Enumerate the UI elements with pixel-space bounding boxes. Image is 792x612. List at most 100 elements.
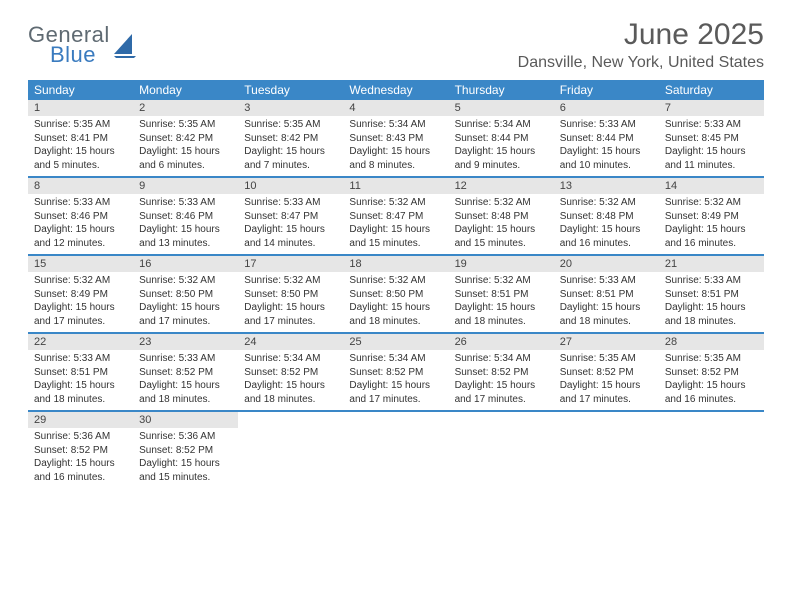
- date-number-cell: 18: [343, 256, 448, 272]
- sunrise-text: Sunrise: 5:32 AM: [139, 274, 232, 288]
- sunset-text: Sunset: 8:48 PM: [455, 210, 548, 224]
- week-block: 15161718192021Sunrise: 5:32 AMSunset: 8:…: [28, 256, 764, 334]
- date-number-cell: 7: [659, 100, 764, 116]
- daylight-text: Daylight: 15 hours and 7 minutes.: [244, 145, 337, 172]
- week-block: 22232425262728Sunrise: 5:33 AMSunset: 8:…: [28, 334, 764, 412]
- day-content-cell: Sunrise: 5:34 AMSunset: 8:52 PMDaylight:…: [449, 350, 554, 410]
- date-number-cell: [554, 412, 659, 428]
- content-row: Sunrise: 5:35 AM Sunset: 8:41 PM Daylight:…: [28, 116, 764, 176]
- weekday-header-cell: Friday: [554, 80, 659, 100]
- date-number-cell: 26: [449, 334, 554, 350]
- weekday-header-row: SundayMondayTuesdayWednesdayThursdayFrid…: [28, 80, 764, 100]
- sunrise-text: Sunrise: 5:34 AM: [455, 352, 548, 366]
- week-block: 2930Sunrise: 5:36 AMSunset: 8:52 PMDayli…: [28, 412, 764, 488]
- day-content-cell: Sunrise: 5:33 AMSunset: 8:52 PMDaylight:…: [133, 350, 238, 410]
- week-block: 1234567 Sunrise: 5:35 AM Sunset: 8:41 PM Da…: [28, 100, 764, 178]
- daylight-text: Daylight: 15 hours and 16 minutes.: [560, 223, 653, 250]
- daylight-text: Daylight: 15 hours and 6 minutes.: [139, 145, 232, 172]
- day-content-cell: [659, 428, 764, 488]
- date-number-cell: [343, 412, 448, 428]
- day-content-cell: Sunrise: 5:33 AMSunset: 8:47 PMDaylight:…: [238, 194, 343, 254]
- daylight-text: Daylight: 15 hours and 15 minutes.: [139, 457, 232, 484]
- sunset-text: Sunset: 8:52 PM: [455, 366, 548, 380]
- daylight-text: Daylight: 15 hours and 18 minutes.: [139, 379, 232, 406]
- sunset-text: Sunset: 8:43 PM: [349, 132, 442, 146]
- sunset-text: Sunset: 8:50 PM: [244, 288, 337, 302]
- date-number-cell: 6: [554, 100, 659, 116]
- date-number-cell: 3: [238, 100, 343, 116]
- daylight-text: Daylight: 15 hours and 18 minutes.: [665, 301, 758, 328]
- sunrise-text: Sunrise: 5:36 AM: [34, 430, 127, 444]
- sunset-text: Sunset: 8:52 PM: [139, 366, 232, 380]
- date-number-cell: 11: [343, 178, 448, 194]
- sunrise-text: Sunrise: 5:35 AM: [244, 118, 337, 132]
- sunrise-text: Sunrise: 5:32 AM: [349, 196, 442, 210]
- date-row: 1234567: [28, 100, 764, 116]
- week-block: 891011121314Sunrise: 5:33 AMSunset: 8:46…: [28, 178, 764, 256]
- sunrise-text: Sunrise: 5:34 AM: [349, 352, 442, 366]
- date-number-cell: 9: [133, 178, 238, 194]
- day-content-cell: Sunrise: 5:32 AMSunset: 8:49 PMDaylight:…: [659, 194, 764, 254]
- date-number-cell: 2: [133, 100, 238, 116]
- sunrise-text: Sunrise: 5:35 AM: [665, 352, 758, 366]
- date-number-cell: 27: [554, 334, 659, 350]
- day-content-cell: Sunrise: 5:35 AMSunset: 8:41 PMDaylight:…: [28, 116, 133, 176]
- content-row: Sunrise: 5:33 AMSunset: 8:46 PMDaylight:…: [28, 194, 764, 254]
- weekday-header-cell: Wednesday: [343, 80, 448, 100]
- sunrise-text: Sunrise: 5:34 AM: [349, 118, 442, 132]
- content-row: Sunrise: 5:36 AMSunset: 8:52 PMDaylight:…: [28, 428, 764, 488]
- date-row: 2930: [28, 412, 764, 428]
- day-content-cell: Sunrise: 5:32 AMSunset: 8:47 PMDaylight:…: [343, 194, 448, 254]
- daylight-text: Daylight: 15 hours and 17 minutes.: [139, 301, 232, 328]
- date-number-cell: [659, 412, 764, 428]
- day-content-cell: [238, 428, 343, 488]
- day-content-cell: Sunrise: 5:33 AMSunset: 8:45 PMDaylight:…: [659, 116, 764, 176]
- sunrise-text: Sunrise: 5:33 AM: [560, 118, 653, 132]
- sunset-text: Sunset: 8:50 PM: [349, 288, 442, 302]
- day-content-cell: Sunrise: 5:34 AMSunset: 8:52 PMDaylight:…: [343, 350, 448, 410]
- day-content-cell: [449, 428, 554, 488]
- date-number-cell: 14: [659, 178, 764, 194]
- sunset-text: Sunset: 8:46 PM: [139, 210, 232, 224]
- day-content-cell: Sunrise: 5:35 AMSunset: 8:52 PMDaylight:…: [659, 350, 764, 410]
- sunrise-text: Sunrise: 5:32 AM: [665, 196, 758, 210]
- date-number-cell: 16: [133, 256, 238, 272]
- date-number-cell: [449, 412, 554, 428]
- sunset-text: Sunset: 8:41 PM: [34, 132, 127, 146]
- daylight-text: Daylight: 15 hours and 11 minutes.: [665, 145, 758, 172]
- daylight-text: Daylight: 15 hours and 17 minutes.: [34, 301, 127, 328]
- date-number-cell: 4: [343, 100, 448, 116]
- sunset-text: Sunset: 8:51 PM: [665, 288, 758, 302]
- daylight-text: Daylight: 15 hours and 15 minutes.: [455, 223, 548, 250]
- content-row: Sunrise: 5:33 AMSunset: 8:51 PMDaylight:…: [28, 350, 764, 410]
- daylight-text: Daylight: 15 hours and 14 minutes.: [244, 223, 337, 250]
- date-number-cell: 13: [554, 178, 659, 194]
- sunrise-text: Sunrise: 5:32 AM: [560, 196, 653, 210]
- sunrise-text: Sunrise: 5:36 AM: [139, 430, 232, 444]
- day-content-cell: Sunrise: 5:35 AMSunset: 8:42 PMDaylight:…: [238, 116, 343, 176]
- date-row: 22232425262728: [28, 334, 764, 350]
- day-content-cell: [343, 428, 448, 488]
- daylight-text: Daylight: 15 hours and 17 minutes.: [560, 379, 653, 406]
- date-number-cell: 20: [554, 256, 659, 272]
- daylight-text: Daylight: 15 hours and 16 minutes.: [34, 457, 127, 484]
- daylight-text: Daylight: 15 hours and 13 minutes.: [139, 223, 232, 250]
- day-content-cell: Sunrise: 5:34 AMSunset: 8:44 PMDaylight:…: [449, 116, 554, 176]
- day-content-cell: Sunrise: 5:33 AMSunset: 8:51 PMDaylight:…: [554, 272, 659, 332]
- date-number-cell: 5: [449, 100, 554, 116]
- sunrise-text: Sunrise: 5:32 AM: [244, 274, 337, 288]
- daylight-text: Daylight: 15 hours and 18 minutes.: [244, 379, 337, 406]
- daylight-text: Daylight: 15 hours and 16 minutes.: [665, 379, 758, 406]
- date-number-cell: 21: [659, 256, 764, 272]
- date-number-cell: 12: [449, 178, 554, 194]
- sunset-text: Sunset: 8:52 PM: [34, 444, 127, 458]
- sunrise-text: Sunrise: 5:33 AM: [560, 274, 653, 288]
- daylight-text: Daylight: 15 hours and 18 minutes.: [349, 301, 442, 328]
- date-number-cell: 25: [343, 334, 448, 350]
- day-content-cell: Sunrise: 5:35 AMSunset: 8:52 PMDaylight:…: [554, 350, 659, 410]
- day-content-cell: Sunrise: 5:32 AMSunset: 8:50 PMDaylight:…: [343, 272, 448, 332]
- sunrise-text: Sunrise: 5:32 AM: [349, 274, 442, 288]
- sunrise-text: Sunrise: 5:32 AM: [455, 196, 548, 210]
- sunrise-text: Sunrise: 5:32 AM: [34, 274, 127, 288]
- day-content-cell: [554, 428, 659, 488]
